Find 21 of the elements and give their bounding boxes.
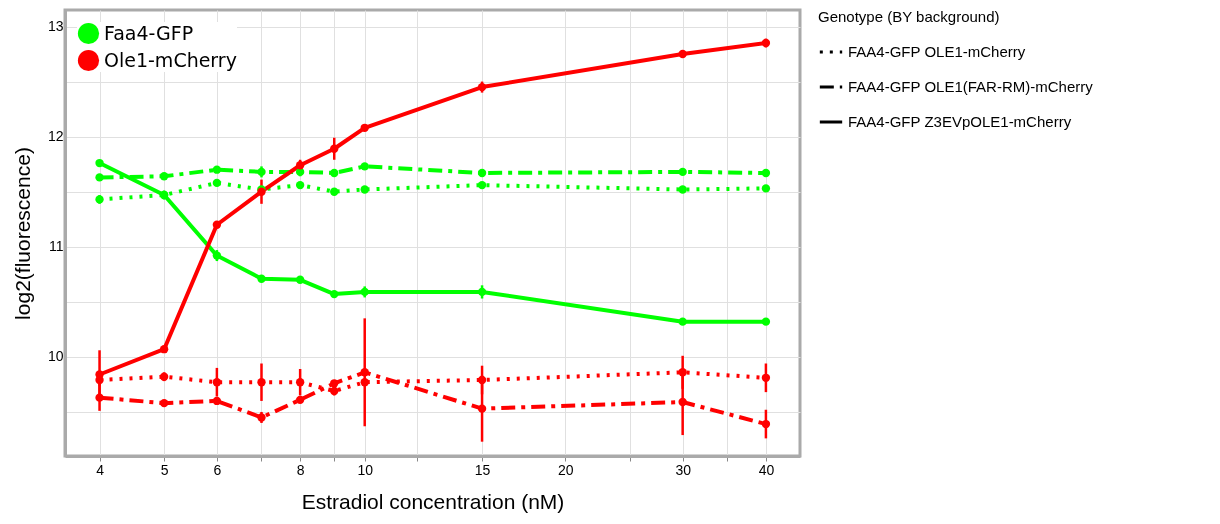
text: FAA4-GFP OLE1(FAR-RM)-mCherry bbox=[848, 78, 1094, 95]
x-tick-label: 8 bbox=[296, 461, 305, 478]
text: FAA4-GFP OLE1-mCherry bbox=[848, 43, 1026, 60]
x-tick-label: 10 bbox=[357, 461, 374, 478]
y-tick-label: 13 bbox=[47, 18, 64, 35]
legend-label: Ole1-mCherry bbox=[104, 48, 237, 71]
y-tick-label: 11 bbox=[48, 238, 64, 255]
legend-label: Faa4-GFP bbox=[104, 21, 194, 44]
legend-title: Genotype (BY background) bbox=[818, 8, 1000, 25]
x-tick-label: 15 bbox=[474, 461, 491, 478]
x-tick-label: 4 bbox=[96, 461, 105, 478]
x-axis-title: Estradiol concentration (nM) bbox=[301, 489, 565, 513]
y-tick-label: 12 bbox=[47, 128, 64, 145]
y-axis-title: log2(fluorescence) bbox=[10, 147, 34, 320]
x-tick-label: 5 bbox=[160, 461, 169, 478]
x-tick-label: 20 bbox=[558, 461, 574, 478]
x-tick-label: 30 bbox=[675, 461, 692, 478]
y-tick-label: 10 bbox=[47, 348, 64, 365]
text: FAA4-GFP Z3EVpOLE1-mCherry bbox=[848, 113, 1072, 130]
x-tick-label: 6 bbox=[213, 461, 222, 478]
x-tick-label: 40 bbox=[758, 461, 775, 478]
